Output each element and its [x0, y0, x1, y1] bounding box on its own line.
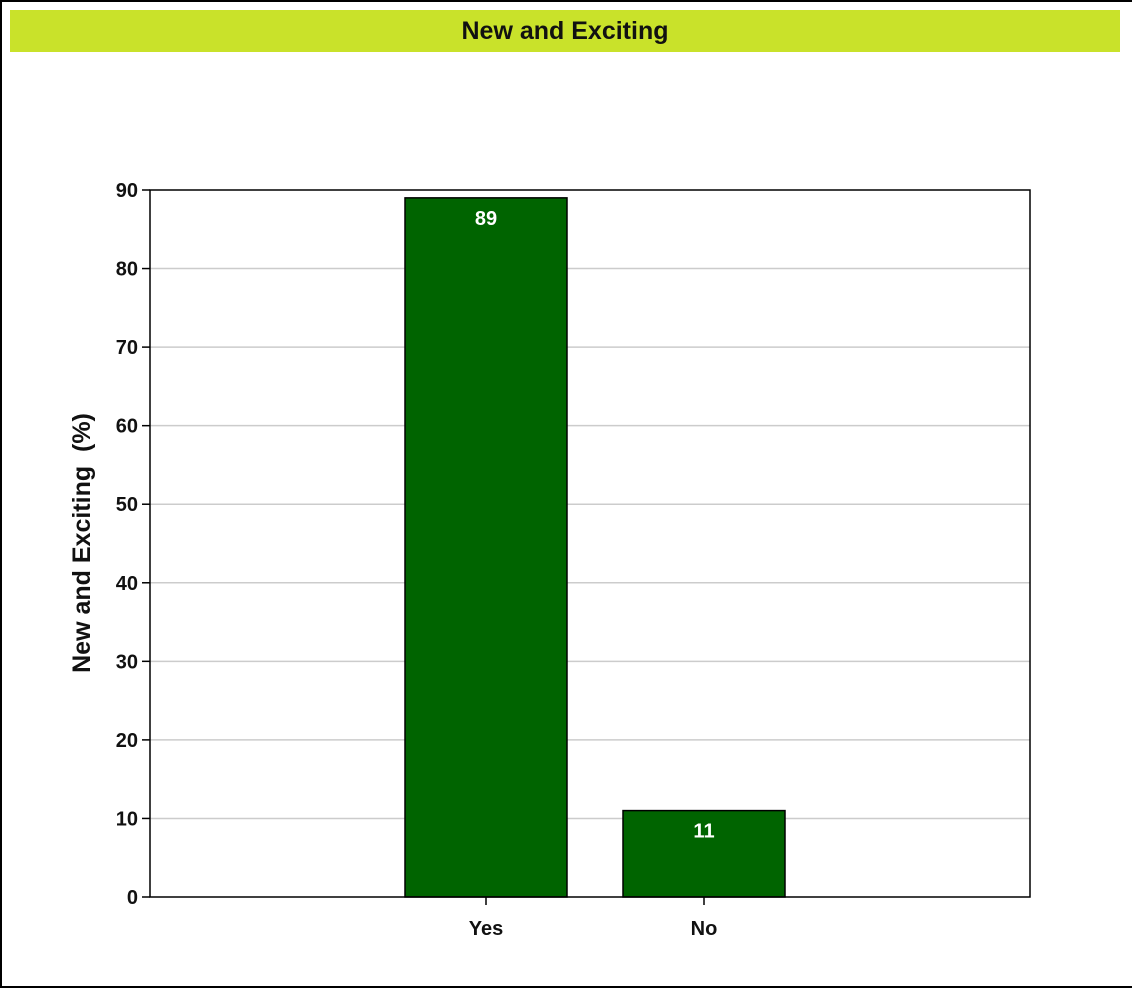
- y-tick-label: 30: [116, 651, 138, 673]
- bar-yes: [404, 197, 568, 898]
- y-tick-label: 0: [127, 887, 138, 909]
- chart-title: New and Exciting: [461, 16, 669, 45]
- y-tick-label: 90: [116, 180, 138, 202]
- grid-layer: [150, 267, 1030, 820]
- y-axis-label: New and Exciting (%): [68, 413, 96, 673]
- y-tick-label: 80: [116, 259, 138, 281]
- ticks-layer: [142, 189, 705, 905]
- y-tick-label: 10: [116, 808, 138, 830]
- y-tick-label: 40: [116, 573, 138, 595]
- data-label: 89: [475, 208, 497, 230]
- labels-layer: 0 10 20 30 40 50 60 70 80 90 89 Yes 11 No: [116, 180, 718, 940]
- chart-title-bar: New and Exciting: [10, 10, 1120, 52]
- y-tick-label: 20: [116, 730, 138, 752]
- y-tick-label: 70: [116, 337, 138, 359]
- bar-no: [622, 809, 786, 898]
- bars-layer: [404, 197, 786, 898]
- x-tick-label: Yes: [469, 918, 503, 940]
- data-label: 11: [693, 821, 714, 843]
- x-tick-label: No: [691, 918, 718, 940]
- plot-area-border: [149, 189, 1031, 898]
- y-tick-label: 60: [116, 416, 138, 438]
- y-tick-label: 50: [116, 494, 138, 516]
